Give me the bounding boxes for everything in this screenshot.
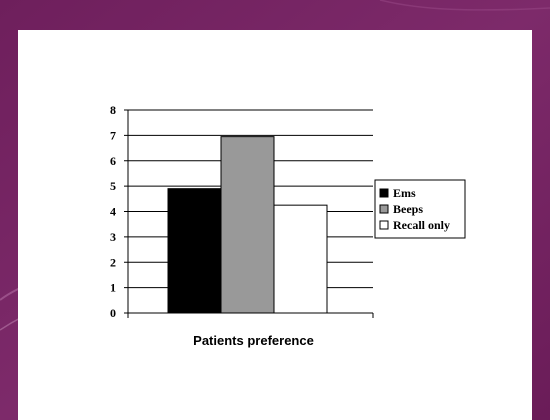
y-tick-label: 4 — [110, 205, 116, 219]
bar-ems — [167, 188, 222, 314]
y-tick-label: 8 — [110, 103, 116, 117]
slide: 0 1 2 3 4 5 6 7 8 Patients preference Ems Beeps Re… — [18, 30, 532, 420]
legend: Ems Beeps Recall only — [374, 179, 466, 239]
bars — [167, 136, 328, 314]
bar-chart: 0 1 2 3 4 5 6 7 8 Patients preference Ems Beeps Re… — [110, 103, 466, 348]
y-tick-label: 1 — [110, 281, 116, 295]
y-tick-label: 5 — [110, 179, 116, 193]
bar-beeps — [220, 136, 275, 314]
legend-entry: Recall only — [393, 218, 450, 232]
legend-swatch — [379, 204, 389, 214]
legend-entry: Beeps — [393, 202, 423, 216]
y-tick-label: 7 — [110, 128, 116, 142]
x-axis-label: Patients preference — [193, 333, 314, 348]
y-tick-label: 0 — [110, 306, 116, 320]
legend-swatch — [379, 188, 389, 198]
legend-swatch — [379, 220, 389, 230]
y-tick-label: 6 — [110, 154, 116, 168]
y-tick-label: 2 — [110, 255, 116, 269]
legend-box — [374, 179, 466, 239]
y-tick-labels: 0 1 2 3 4 5 6 7 8 — [110, 103, 116, 320]
y-tick-label: 3 — [110, 230, 116, 244]
axes — [124, 109, 374, 318]
bar-recall-only — [273, 204, 328, 314]
legend-entry: Ems — [393, 186, 416, 200]
